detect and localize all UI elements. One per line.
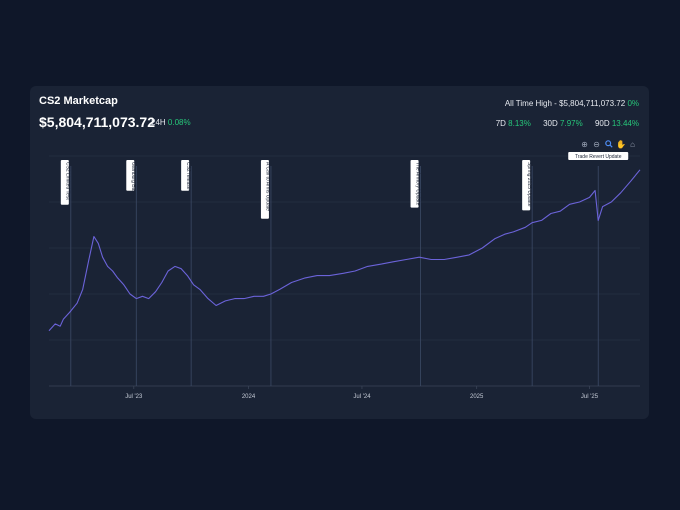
chart-toolbar: ⊕ ⊖ ✋ ⌂	[580, 140, 637, 149]
change-24h-label: 24H	[151, 118, 166, 127]
event-label-box-1	[126, 160, 135, 191]
event-label-box-4	[410, 160, 419, 208]
change-24h-value: 0.08%	[167, 118, 191, 127]
ath-label: All Time High - $5,804,711,073.72	[504, 99, 626, 108]
all-time-high: All Time High - $5,804,711,073.72 0%	[505, 99, 639, 108]
period-30d-value: 7.97%	[560, 119, 583, 128]
marketcap-series-line	[48, 169, 641, 332]
chart-title: CS2 Marketcap	[39, 95, 118, 107]
x-tick-label-2: Jul '24	[353, 394, 371, 400]
period-30d-label: 30D	[543, 119, 558, 128]
event-label-1: Gamburg Ban	[130, 162, 136, 193]
event-label-box-6	[568, 152, 629, 160]
period-30d: 30D 7.97%	[543, 119, 583, 128]
period-90d: 90D 13.44%	[595, 119, 639, 128]
event-label-2: CS2 release	[185, 162, 191, 190]
current-marketcap-value: $5,804,711,073.72	[39, 114, 156, 130]
marketcap-line-chart: Jul '23 2024 Jul '24 2025 Jul '25 CS2 Limited…	[48, 152, 641, 400]
zoom-in-icon[interactable]: ⊕	[581, 140, 588, 149]
change-24h: 24H 0.08%	[151, 118, 191, 127]
x-tick-label-3: 2025	[470, 394, 484, 400]
event-label-5: Spring 2025 Update	[526, 162, 532, 207]
event-label-box-0	[60, 160, 69, 205]
home-icon[interactable]: ⌂	[630, 140, 635, 149]
pan-hand-icon[interactable]: ✋	[616, 140, 626, 149]
event-label-box-3	[260, 160, 269, 219]
x-tick-label-0: Jul '23	[125, 394, 143, 400]
period-90d-value: 13.44%	[611, 119, 639, 128]
x-tick-label-1: 2024	[242, 394, 256, 400]
period-7d-value: 8.13%	[508, 119, 531, 128]
event-label-box-5	[522, 160, 531, 211]
zoom-out-icon[interactable]: ⊖	[593, 140, 600, 149]
event-label-box-2	[181, 160, 190, 191]
marketcap-card: CS2 Marketcap $5,804,711,073.72 24H 0.08…	[30, 86, 649, 419]
period-7d: 7D 8.13%	[496, 119, 531, 128]
event-label-6: Trade Revert Update	[575, 154, 622, 160]
event-label-3: A Call to Arms Update	[265, 162, 271, 211]
magnifier-icon[interactable]	[604, 140, 613, 149]
period-90d-label: 90D	[594, 119, 610, 128]
period-7d-label: 7D	[495, 119, 506, 128]
event-label-0: CS2 Limited Test	[65, 162, 71, 200]
ath-change: 0%	[627, 99, 639, 108]
x-tick-label-4: Jul '25	[581, 394, 599, 400]
period-changes: 7D 8.13% 30D 7.97% 90D 13.44%	[486, 119, 639, 128]
event-label-4: The Armory Update	[414, 162, 420, 206]
